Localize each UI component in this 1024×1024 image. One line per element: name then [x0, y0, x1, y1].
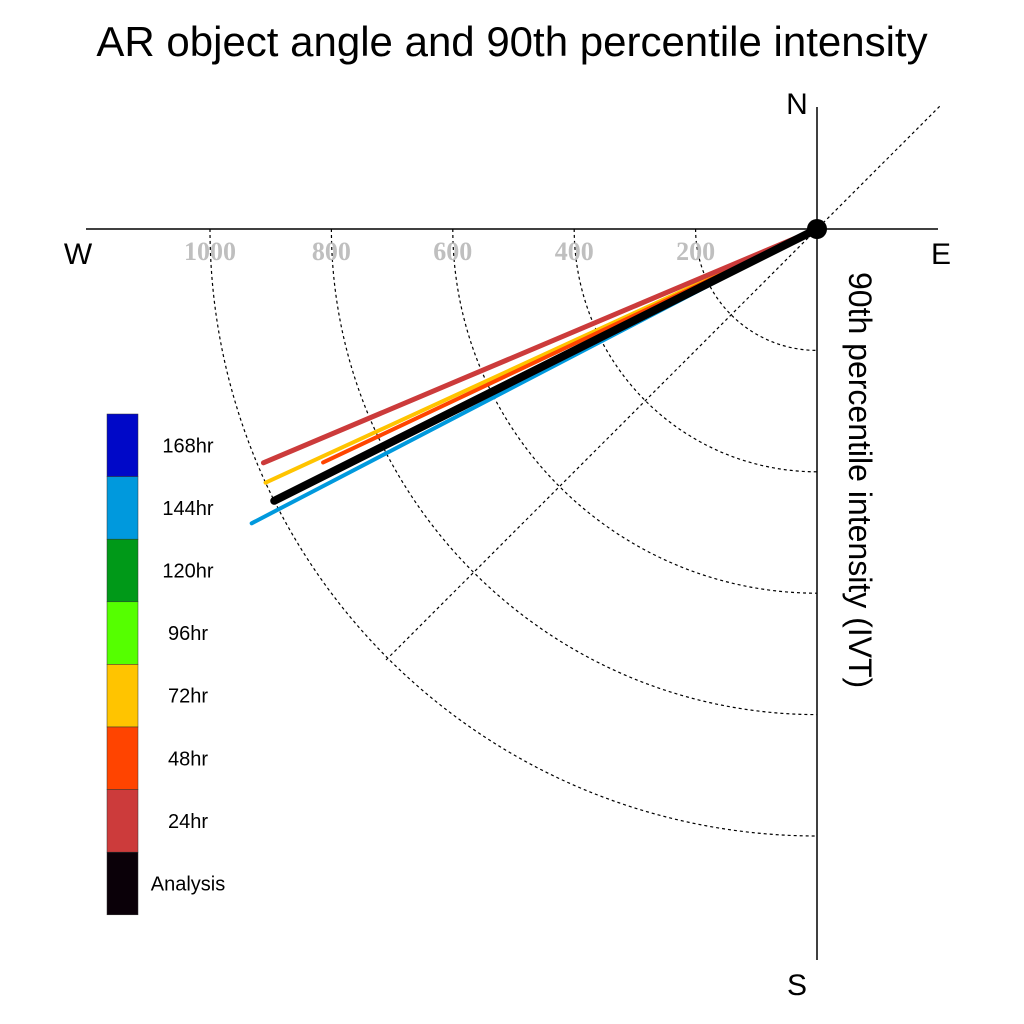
legend-swatch-120hr — [106, 538, 139, 603]
legend-label-96hr: 96hr — [168, 623, 208, 645]
legend-label-analysis: Analysis — [151, 874, 225, 896]
grid-ring-600 — [452, 228, 818, 594]
diagonal-guide — [385, 105, 941, 661]
grid-ring-200 — [695, 228, 818, 351]
east-label: E — [931, 238, 951, 271]
tick-label-800: 800 — [312, 237, 351, 266]
tick-label-1000: 1000 — [184, 237, 236, 266]
legend-label-72hr: 72hr — [168, 686, 208, 708]
chart-title: AR object angle and 90th percentile inte… — [96, 18, 927, 65]
north-label: N — [786, 88, 808, 121]
radial-axis-label: 90th percentile intensity (IVT) — [842, 272, 878, 688]
origin-marker — [807, 219, 827, 239]
south-label: S — [787, 969, 807, 1002]
tick-label-600: 600 — [433, 237, 472, 266]
legend-label-144hr: 144hr — [162, 498, 213, 520]
legend-swatch-168hr — [106, 413, 139, 477]
radial-tick-labels: 200 400 600 800 1000 — [184, 237, 715, 266]
tick-label-200: 200 — [676, 237, 715, 266]
grid-ring-400 — [573, 228, 818, 473]
grid-ring-800 — [330, 228, 818, 716]
legend-label-24hr: 24hr — [168, 811, 208, 833]
series-line-24hr — [260, 226, 820, 466]
series-lines — [249, 225, 821, 526]
legend-swatch-72hr — [106, 664, 139, 728]
legend-swatch-48hr — [106, 726, 139, 790]
legend-swatch-24hr — [106, 789, 139, 853]
tick-label-400: 400 — [555, 237, 594, 266]
legend-swatch-96hr — [106, 601, 139, 665]
legend-label-48hr: 48hr — [168, 748, 208, 770]
legend-swatch-analysis — [106, 851, 139, 916]
west-label: W — [64, 238, 93, 271]
legend-label-120hr: 120hr — [162, 561, 213, 583]
legend-label-168hr: 168hr — [162, 435, 213, 457]
series-line-analysis — [270, 225, 821, 505]
legend: 168hr 144hr 120hr 96hr 72hr 48hr 24hr Analysis — [106, 413, 225, 916]
legend-swatch-144hr — [106, 476, 139, 540]
